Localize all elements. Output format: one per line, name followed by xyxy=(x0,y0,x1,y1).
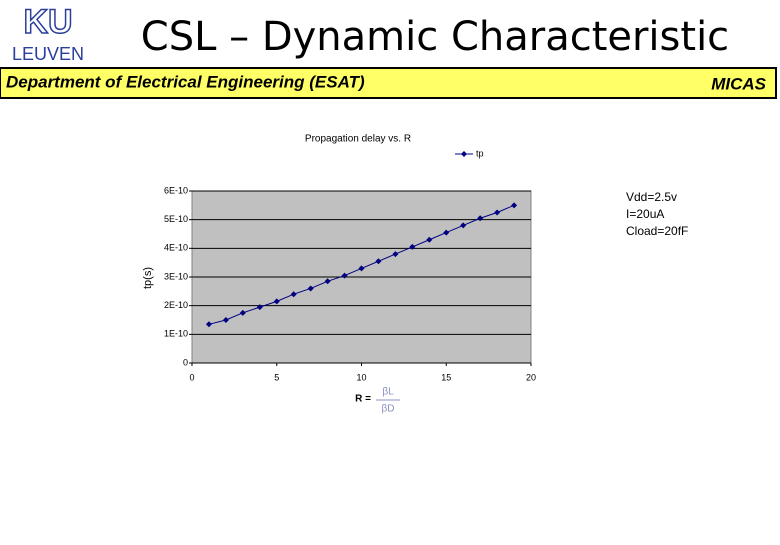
y-tick-label: 2E-10 xyxy=(164,300,188,310)
marker xyxy=(273,298,280,305)
annotation: Vdd=2.5v xyxy=(626,190,677,204)
marker xyxy=(511,202,518,209)
marker xyxy=(426,236,433,243)
marker xyxy=(494,209,501,216)
chart-title: Propagation delay vs. R xyxy=(305,134,411,145)
x-axis-label-numerator: βL xyxy=(382,387,394,398)
marker xyxy=(256,304,263,311)
marker xyxy=(392,251,399,258)
marker xyxy=(358,265,365,272)
y-tick-label: 4E-10 xyxy=(164,243,188,253)
y-axis-label: tp(s) xyxy=(142,267,154,289)
x-tick-label: 15 xyxy=(441,372,451,382)
annotation: I=20uA xyxy=(626,207,664,221)
marker xyxy=(290,291,297,298)
marker xyxy=(409,243,416,250)
slide-title: CSL – Dynamic Characteristic xyxy=(141,14,729,60)
x-axis-label-denominator: βD xyxy=(382,404,395,415)
marker xyxy=(307,285,314,292)
marker xyxy=(324,278,331,285)
y-tick-label: 5E-10 xyxy=(164,214,188,224)
marker xyxy=(443,229,450,236)
header-band xyxy=(0,67,777,99)
marker xyxy=(341,272,348,279)
y-tick-label: 6E-10 xyxy=(164,185,188,195)
x-axis-label: R = xyxy=(355,394,371,405)
logo-text: LEUVEN xyxy=(12,44,84,64)
legend-marker xyxy=(461,151,467,157)
y-tick-label: 3E-10 xyxy=(164,271,188,281)
x-tick-label: 0 xyxy=(189,372,194,382)
marker xyxy=(239,309,246,316)
group: MICAS xyxy=(711,74,766,93)
marker xyxy=(205,321,212,328)
y-tick-label: 0 xyxy=(183,357,188,367)
marker xyxy=(460,222,467,229)
marker xyxy=(222,317,229,323)
y-tick-label: 1E-10 xyxy=(164,329,188,339)
annotation: Cload=20fF xyxy=(626,224,688,238)
legend-label: tp xyxy=(476,148,484,158)
department: Department of Electrical Engineering (ES… xyxy=(6,72,365,91)
marker xyxy=(477,215,484,222)
x-tick-label: 5 xyxy=(274,372,279,382)
x-tick-label: 20 xyxy=(526,372,536,382)
marker xyxy=(375,258,382,265)
logo: KU xyxy=(23,3,72,41)
x-tick-label: 10 xyxy=(356,372,366,382)
